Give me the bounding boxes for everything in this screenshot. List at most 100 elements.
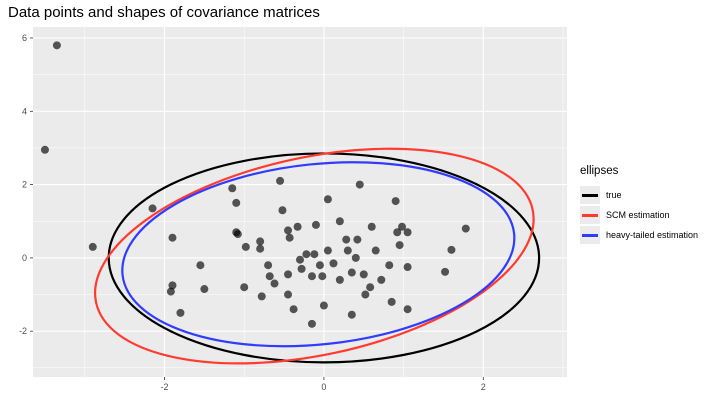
data-point bbox=[40, 145, 49, 154]
data-point bbox=[403, 305, 412, 314]
axis-ticks: -2 0 2 -2 0 2 4 6 bbox=[19, 33, 486, 392]
ellipse-scm-estimation bbox=[93, 147, 535, 365]
y-tick-label: 0 bbox=[22, 253, 27, 263]
y-tick-label: -2 bbox=[19, 326, 27, 336]
legend: ellipses true SCM estimation heavy-taile… bbox=[580, 165, 718, 245]
data-point bbox=[335, 217, 344, 226]
legend-swatch-scm bbox=[582, 213, 598, 217]
legend-title: ellipses bbox=[580, 165, 619, 177]
data-point bbox=[335, 275, 344, 284]
data-point bbox=[293, 222, 302, 231]
data-point bbox=[395, 241, 404, 250]
data-point bbox=[319, 301, 328, 310]
data-point bbox=[278, 206, 287, 215]
plot-panel bbox=[33, 27, 567, 377]
data-point bbox=[232, 228, 241, 237]
data-point bbox=[257, 292, 266, 301]
legend-swatch-heavy-tailed bbox=[582, 233, 598, 237]
data-point bbox=[289, 305, 298, 314]
legend-key bbox=[580, 226, 600, 244]
ellipse-heavy-tailed-estimation bbox=[121, 161, 516, 348]
data-point bbox=[366, 283, 375, 292]
y-tick-label: 2 bbox=[22, 180, 27, 190]
covariance-ellipses bbox=[93, 147, 541, 365]
data-point bbox=[403, 263, 412, 272]
data-point bbox=[347, 310, 356, 319]
data-point bbox=[359, 270, 368, 279]
x-tick-label: -2 bbox=[160, 382, 168, 392]
data-point bbox=[318, 272, 327, 281]
data-point bbox=[385, 261, 394, 270]
data-point bbox=[323, 246, 332, 255]
y-tick-label: 4 bbox=[22, 106, 27, 116]
data-point bbox=[398, 222, 407, 231]
data-point bbox=[391, 197, 400, 206]
data-point bbox=[285, 233, 294, 242]
data-point bbox=[270, 279, 279, 288]
legend-label: true bbox=[606, 190, 622, 200]
data-point bbox=[377, 275, 386, 284]
data-point bbox=[264, 261, 273, 270]
legend-label: SCM estimation bbox=[606, 210, 670, 220]
data-point bbox=[323, 195, 332, 204]
data-point bbox=[310, 250, 319, 259]
data-point bbox=[447, 245, 456, 254]
legend-item-heavy-tailed: heavy-tailed estimation bbox=[580, 225, 718, 245]
data-points bbox=[40, 41, 470, 328]
x-tick-label: 2 bbox=[481, 382, 486, 392]
legend-key bbox=[580, 186, 600, 204]
data-point bbox=[461, 224, 470, 233]
data-point bbox=[351, 253, 360, 262]
legend-item-scm: SCM estimation bbox=[580, 205, 718, 225]
data-point bbox=[329, 259, 338, 268]
data-point bbox=[241, 242, 250, 251]
data-point bbox=[284, 290, 293, 299]
data-point bbox=[276, 176, 285, 185]
data-point bbox=[315, 261, 324, 270]
legend-label: heavy-tailed estimation bbox=[606, 230, 699, 240]
data-point bbox=[343, 246, 352, 255]
data-point bbox=[302, 250, 311, 259]
data-point bbox=[52, 41, 61, 50]
x-tick-label: 0 bbox=[321, 382, 326, 392]
data-point bbox=[240, 283, 249, 292]
data-point bbox=[355, 180, 364, 189]
y-tick-label: 6 bbox=[22, 33, 27, 43]
data-point bbox=[88, 242, 97, 251]
data-point bbox=[297, 264, 306, 273]
data-point bbox=[176, 308, 185, 317]
data-point bbox=[342, 235, 351, 244]
data-point bbox=[387, 297, 396, 306]
data-point bbox=[371, 246, 380, 255]
data-point bbox=[200, 285, 209, 294]
data-point bbox=[393, 228, 402, 237]
data-point bbox=[168, 233, 177, 242]
data-point bbox=[196, 261, 205, 270]
data-point bbox=[353, 235, 362, 244]
legend-key bbox=[580, 206, 600, 224]
legend-item-true: true bbox=[580, 185, 718, 205]
chart-title: Data points and shapes of covariance mat… bbox=[8, 4, 320, 21]
data-point bbox=[311, 220, 320, 229]
data-point bbox=[256, 244, 265, 253]
legend-swatch-true bbox=[582, 193, 598, 197]
data-point bbox=[228, 184, 237, 193]
data-point bbox=[232, 198, 241, 207]
data-point bbox=[367, 222, 376, 231]
data-point bbox=[307, 272, 316, 281]
data-point bbox=[166, 287, 175, 296]
data-point bbox=[284, 226, 293, 235]
data-point bbox=[168, 281, 177, 290]
data-point bbox=[265, 272, 274, 281]
data-point bbox=[148, 204, 157, 213]
data-point bbox=[256, 237, 265, 246]
data-point bbox=[361, 290, 370, 299]
data-point bbox=[441, 267, 450, 276]
data-point bbox=[284, 270, 293, 279]
data-point bbox=[403, 228, 412, 237]
data-point bbox=[307, 319, 316, 328]
data-point bbox=[347, 268, 356, 277]
data-point bbox=[296, 255, 304, 264]
